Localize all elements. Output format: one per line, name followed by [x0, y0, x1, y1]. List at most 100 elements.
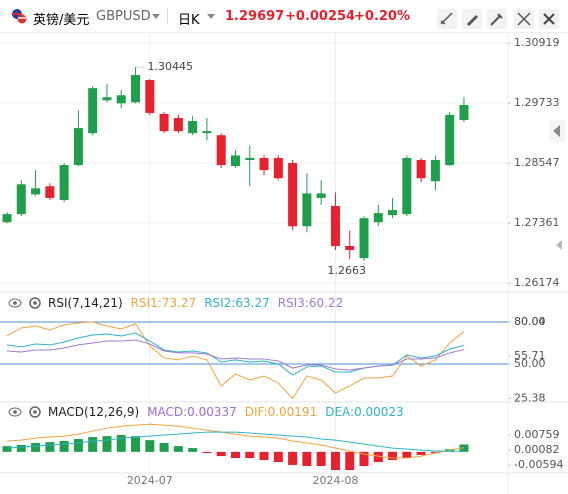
rsi-legend: RSI(7,14,21) RSI1:73.27 RSI2:63.27 RSI3:60… [8, 296, 351, 310]
candle-body [402, 157, 412, 215]
macd-bar [31, 443, 41, 452]
x-tick-label: 2024-07 [127, 474, 173, 487]
macd-bar [88, 437, 98, 452]
icon-path [490, 13, 503, 26]
y-tick-label: 1.29733 [514, 96, 560, 109]
candle-body [416, 159, 426, 179]
macd-bar [430, 451, 440, 453]
macd-bar [230, 451, 240, 459]
candle-body [302, 193, 312, 227]
icon-path [8, 407, 22, 417]
flag-part [17, 14, 27, 24]
settings-icon[interactable] [28, 405, 42, 419]
macd-bar [245, 451, 255, 459]
draw-tool-button[interactable] [437, 9, 457, 29]
legend-entry: RSI3:60.22 [277, 296, 344, 310]
candle-body [102, 97, 112, 101]
icon [490, 13, 503, 26]
macd-bar [159, 443, 169, 452]
icon-path [543, 13, 555, 25]
candle-body [259, 157, 269, 171]
candle-body [2, 214, 12, 223]
y-tick-label: 80.00 [514, 315, 546, 328]
macd-bar [16, 445, 26, 452]
candle-body [316, 193, 326, 198]
macd-bar [345, 451, 355, 471]
candle-body [273, 157, 283, 179]
macd-bar [73, 439, 83, 452]
macd-bar [188, 448, 198, 452]
y-tick-label: 1.26174 [514, 276, 560, 289]
macd-bar [273, 451, 283, 463]
y-tick-label: 25.38 [514, 391, 546, 404]
dropdown-caret[interactable] [207, 14, 215, 20]
legend-entry: DEA:0.00023 [325, 405, 404, 419]
flag-icon [12, 9, 27, 24]
pair-name[interactable]: 英镑/美元 [33, 13, 90, 28]
settings-icon[interactable] [28, 296, 42, 310]
icon-path [467, 15, 478, 26]
period[interactable]: 日K [178, 13, 200, 28]
toolbar: 英镑/美元 GBPUSD 日K 1.29697 +0.00254 +0.20% [0, 0, 568, 33]
macd-bar [302, 451, 312, 467]
macd-bar [45, 442, 55, 452]
indicator-line [6, 423, 465, 459]
candle-body [31, 188, 41, 195]
macd-bar [316, 451, 326, 467]
candle-body [245, 157, 255, 160]
macd-bar [359, 451, 369, 467]
candle-body [216, 135, 226, 166]
candle-body [445, 114, 455, 166]
pen-button[interactable] [462, 9, 482, 29]
close-button[interactable] [539, 9, 559, 29]
candle-body [430, 159, 440, 182]
edit-button[interactable] [487, 9, 507, 29]
legend-entry: DIF:0.00191 [244, 405, 318, 419]
y-tick-label: 55.71 [514, 349, 546, 362]
y-tick-label: 0.00082 [514, 443, 560, 456]
indicator-line [6, 332, 465, 376]
candle-body [288, 163, 298, 227]
candle-body [373, 213, 383, 223]
candle-body [330, 206, 340, 246]
eye-icon[interactable] [8, 297, 22, 309]
candle-body [45, 186, 55, 198]
macd-bar [288, 451, 298, 465]
icon-path [13, 301, 17, 305]
macd-bar [116, 435, 126, 452]
y-tick-label: 0.00759 [514, 428, 560, 441]
candle-body [73, 128, 83, 166]
arrow-icon [556, 240, 562, 250]
icon-path [33, 410, 37, 414]
macd-bar [259, 451, 269, 461]
legend-entry: MACD:0.00337 [147, 405, 237, 419]
candle-body [359, 218, 369, 259]
icon [440, 12, 453, 25]
macd-bar [202, 451, 212, 453]
low-label: 1.2663 [328, 264, 367, 277]
candle-body [131, 75, 141, 103]
indicator-title: MACD(12,26,9) [48, 405, 140, 419]
candle-body [230, 155, 240, 167]
macd-bar [131, 436, 141, 452]
icon-path [517, 12, 531, 26]
x-tick-label: 2024-08 [312, 474, 358, 487]
price-change: +0.00254 [285, 9, 356, 24]
side-expand-button[interactable] [549, 120, 565, 142]
y-tick-label: 1.28547 [514, 156, 560, 169]
macd-bar [102, 436, 112, 452]
macd-bar [59, 441, 69, 452]
icon [467, 15, 478, 26]
separator [167, 8, 168, 24]
symbol[interactable]: GBPUSD [96, 9, 151, 24]
price-change-pct: +0.20% [354, 9, 410, 24]
legend-entry: RSI2:63.27 [204, 296, 270, 310]
icon-path [29, 406, 41, 418]
macd-bar [216, 451, 226, 457]
indicator-line [6, 339, 465, 371]
fullscreen-button[interactable] [514, 9, 534, 29]
dropdown-caret[interactable] [152, 14, 160, 20]
eye-icon[interactable] [8, 406, 22, 418]
y-tick-label: 80.04 [514, 315, 546, 328]
candle-body [159, 113, 169, 132]
